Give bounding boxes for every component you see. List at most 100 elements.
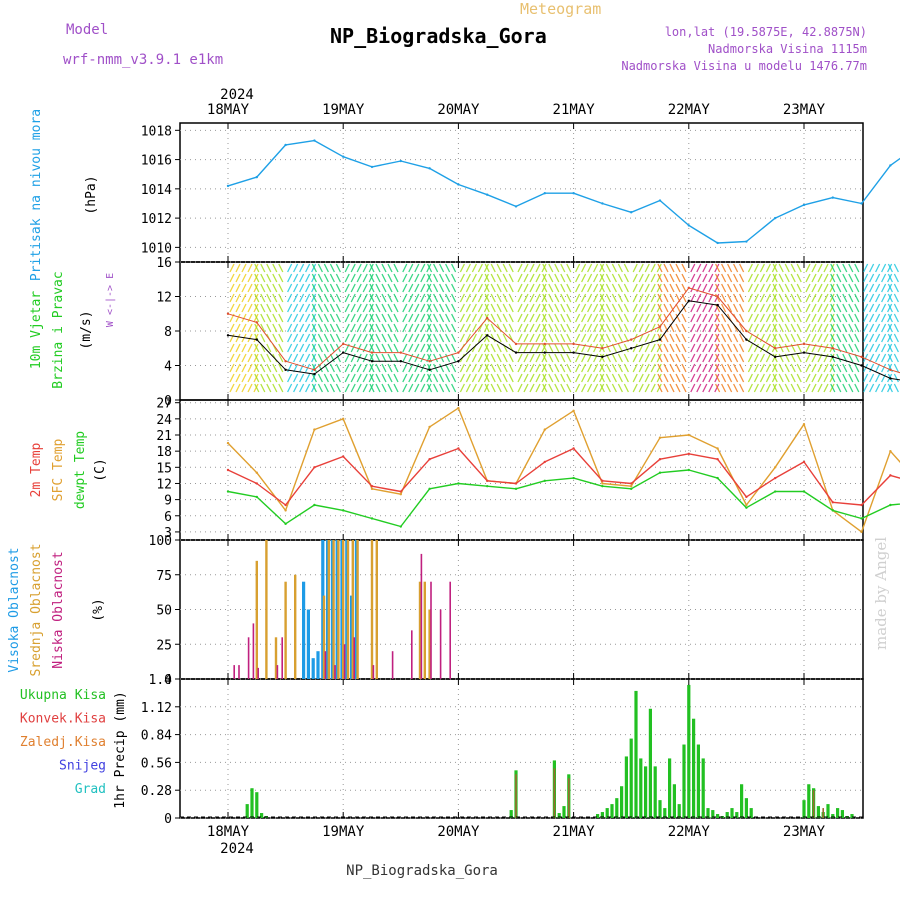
wind-barb: [368, 313, 374, 323]
wind-barb: [632, 313, 638, 323]
wind-barb: [241, 353, 247, 363]
wind-barb: [702, 323, 708, 333]
wind-barb: [830, 333, 836, 343]
wind-axis-label-1: 10m Vjetar: [29, 291, 44, 369]
wind-barb: [433, 383, 439, 393]
wind-barb: [632, 373, 638, 383]
wind-barb: [623, 283, 629, 293]
wind-barb: [426, 333, 432, 343]
wind-barb: [368, 293, 374, 303]
wind-barb: [323, 313, 329, 323]
wind-barb: [529, 373, 535, 383]
wind-barb: [548, 293, 554, 303]
low-cloud-bar: [233, 665, 235, 679]
wind-barb: [817, 293, 823, 303]
wind-barb: [575, 303, 581, 313]
wind-barb: [465, 293, 471, 303]
wind-barb: [305, 343, 311, 353]
wind-barb: [368, 383, 374, 393]
wind-barb: [784, 303, 790, 313]
wind-barb: [344, 293, 350, 303]
wind-barb: [241, 383, 247, 393]
wind-barb: [484, 373, 490, 383]
wind-barb: [235, 293, 241, 303]
wind-barb: [402, 323, 408, 333]
wind-barb: [375, 373, 381, 383]
wind-barb: [247, 333, 253, 343]
wind-barb: [869, 303, 875, 313]
wind-barb: [581, 323, 587, 333]
wind-barb: [566, 263, 572, 273]
wind-barb: [599, 293, 605, 303]
wind-barb: [842, 343, 848, 353]
y-tick-label-wind: 4: [164, 360, 172, 375]
wind-barb: [644, 373, 650, 383]
wind-barb: [311, 263, 317, 273]
wind-barb: [605, 263, 611, 273]
wind-barb: [829, 273, 835, 283]
wind-barb: [502, 353, 508, 363]
wind-barb: [253, 333, 259, 343]
wind-barb: [638, 353, 644, 363]
wind-barb: [272, 383, 278, 393]
pressure-line: [227, 139, 900, 244]
wind-barb: [638, 323, 644, 333]
wind-barb: [323, 273, 329, 283]
precip-total-bar: [255, 792, 259, 818]
high-cloud-bar: [311, 658, 315, 679]
y-tick-label-cloud: 25: [156, 638, 172, 653]
wind-barb: [599, 373, 605, 383]
wind-barb: [420, 323, 426, 333]
wind-barb: [747, 303, 753, 313]
wind-barb: [471, 373, 477, 383]
wind-barb: [778, 333, 784, 343]
wind-barb: [445, 283, 451, 293]
wind-barb: [617, 303, 623, 313]
y-tick-label-precip: 0.84: [141, 729, 172, 744]
mid-cloud-bar: [327, 540, 330, 679]
wind-barb: [663, 353, 669, 363]
wind-barb: [863, 353, 869, 363]
wind-barb: [887, 263, 893, 273]
wind-barb: [477, 353, 483, 363]
wind-barb: [566, 333, 572, 343]
wind-barb: [439, 273, 445, 283]
wind-barb: [439, 323, 445, 333]
wind-barb: [805, 293, 811, 303]
precip-conv-bar: [515, 774, 517, 818]
wind-barb: [675, 273, 681, 283]
wind-barb: [869, 373, 875, 383]
wind-barb: [599, 313, 605, 323]
wind-barb: [869, 313, 875, 323]
wind-barb: [541, 283, 547, 293]
wind-barb: [350, 373, 356, 383]
wind-barb: [311, 373, 317, 383]
wind-barb: [690, 373, 696, 383]
wind-barb: [715, 363, 721, 373]
wind-barb: [863, 293, 869, 303]
wind-barb: [733, 303, 739, 313]
wind-barb: [278, 263, 284, 273]
wind-barb: [329, 363, 335, 373]
wind-barb: [414, 343, 420, 353]
wind-barb: [566, 283, 572, 293]
wind-barb: [739, 303, 745, 313]
wind-barb: [772, 323, 778, 333]
wind-unit-label: (m/s): [79, 310, 94, 349]
wind-barb: [362, 273, 368, 283]
wind-gust-line-point: [658, 325, 662, 328]
wind-barb: [644, 383, 650, 393]
wind-barb: [523, 343, 529, 353]
wind-barb: [508, 363, 514, 373]
wind-barb: [739, 373, 745, 383]
wind-barb: [560, 293, 566, 303]
precip-legend-item: Snijeg: [59, 759, 106, 774]
wind-barb: [402, 313, 408, 323]
wind-barb: [830, 373, 836, 383]
wind-barb: [714, 283, 720, 293]
wind-barb: [581, 363, 587, 373]
wind-barb: [657, 373, 663, 383]
wind-barb: [796, 373, 802, 383]
wind-barb: [644, 273, 650, 283]
pressure-line-point: [831, 196, 834, 199]
